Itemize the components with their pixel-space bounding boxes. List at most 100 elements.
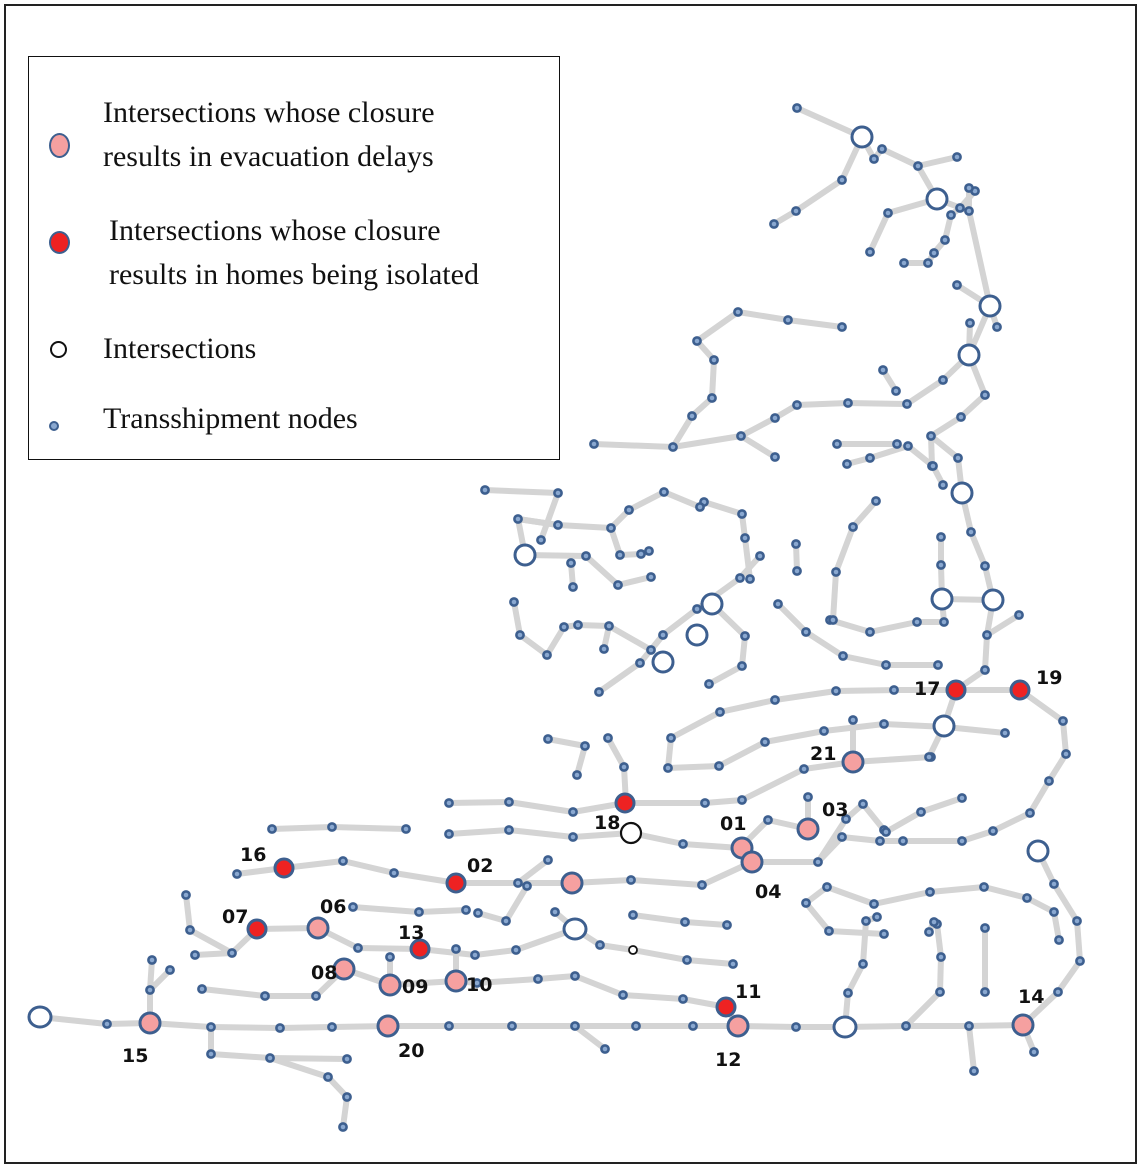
transshipment-node	[473, 908, 483, 918]
label-06: 06	[320, 896, 346, 918]
transshipment-node	[470, 950, 480, 960]
road-edge	[515, 857, 551, 886]
transshipment-node	[952, 280, 962, 290]
road-edge	[749, 810, 1033, 865]
transshipment-node	[348, 902, 358, 912]
transshipment-node	[572, 770, 582, 780]
transshipment-node	[668, 442, 678, 452]
transshipment-node	[935, 987, 945, 997]
road-edge	[350, 904, 469, 915]
road-edge	[984, 612, 1022, 638]
transshipment-node	[889, 685, 899, 695]
transshipment-node	[737, 795, 747, 805]
transshipment-node-icon	[49, 421, 59, 431]
transshipment-node	[957, 793, 967, 803]
transshipment-node	[980, 923, 990, 933]
transshipment-node	[265, 1053, 275, 1063]
transshipment-node	[869, 154, 879, 164]
label-13: 13	[398, 922, 424, 944]
evacuation-delay-node	[376, 1014, 400, 1038]
transshipment-node	[570, 971, 580, 981]
label-03: 03	[822, 799, 848, 821]
transshipment-node	[501, 916, 511, 926]
evacuation-delay-node	[560, 871, 584, 895]
road-edge	[446, 827, 634, 840]
road-edge	[269, 824, 409, 832]
transshipment-node	[791, 539, 801, 549]
evacuation-delay-node	[740, 850, 764, 874]
transshipment-node	[745, 574, 755, 584]
transshipment-node	[704, 679, 714, 689]
transshipment-node	[444, 829, 454, 839]
road-edge	[701, 499, 753, 582]
transshipment-node	[865, 453, 875, 463]
evacuation-delay-node	[378, 973, 402, 997]
transshipment-node	[513, 514, 523, 524]
isolation-node	[1009, 679, 1031, 701]
transshipment-node	[628, 910, 638, 920]
road-edge	[267, 1055, 350, 1062]
transshipment-node	[550, 907, 560, 917]
transshipment-node	[613, 580, 623, 590]
transshipment-node	[912, 617, 922, 627]
transshipment-node	[680, 917, 690, 927]
transshipment-node	[964, 206, 974, 216]
legend-text: Intersections	[103, 332, 257, 365]
transshipment-node	[871, 496, 881, 506]
transshipment-node	[190, 950, 200, 960]
transshipment-node	[480, 485, 490, 495]
transshipment-node	[740, 533, 750, 543]
transshipment-node	[992, 322, 1002, 332]
transshipment-node	[929, 248, 939, 258]
transshipment-node	[737, 661, 747, 671]
label-12: 12	[715, 1049, 741, 1071]
label-14: 14	[1018, 986, 1044, 1008]
road-edge	[596, 553, 763, 695]
transshipment-node	[980, 987, 990, 997]
transshipment-node	[515, 630, 525, 640]
transshipment-node	[902, 399, 912, 409]
transshipment-node	[401, 824, 411, 834]
road-edge	[192, 925, 423, 958]
road-edge	[1020, 848, 1083, 1028]
transshipment-node	[181, 890, 191, 900]
transshipment-node	[736, 431, 746, 441]
transshipment-node	[841, 814, 851, 824]
road-edge	[522, 552, 654, 588]
transshipment-node	[879, 719, 889, 729]
transshipment-node	[451, 944, 461, 954]
evacuation-delay-node	[841, 750, 865, 774]
transshipment-node	[275, 1023, 285, 1033]
transshipment-node	[737, 509, 747, 519]
isolation-node	[715, 996, 737, 1018]
transshipment-node	[763, 815, 773, 825]
transshipment-node	[891, 386, 901, 396]
label-09: 09	[402, 976, 428, 998]
transshipment-node	[956, 412, 966, 422]
transshipment-node	[206, 1049, 216, 1059]
transshipment-node	[185, 925, 195, 935]
transshipment-node	[980, 390, 990, 400]
intersection-node-icon	[50, 341, 67, 358]
transshipment-node	[792, 103, 802, 113]
transshipment-node	[837, 175, 847, 185]
transshipment-node	[872, 912, 882, 922]
label-11: 11	[735, 981, 761, 1003]
transshipment-node	[875, 836, 885, 846]
transshipment-node	[936, 560, 946, 570]
transshipment-node	[832, 439, 842, 449]
transshipment-node	[938, 480, 948, 490]
intersection-node	[957, 343, 981, 367]
transshipment-node	[936, 952, 946, 962]
transshipment-node	[770, 452, 780, 462]
transshipment-node	[678, 994, 688, 1004]
transshipment-node	[543, 855, 553, 865]
transshipment-node	[327, 1022, 337, 1032]
transshipment-node	[522, 881, 532, 891]
transshipment-node	[543, 734, 553, 744]
transshipment-node	[903, 441, 913, 451]
transshipment-node	[102, 1019, 112, 1029]
label-04: 04	[755, 881, 781, 903]
transshipment-node	[770, 695, 780, 705]
